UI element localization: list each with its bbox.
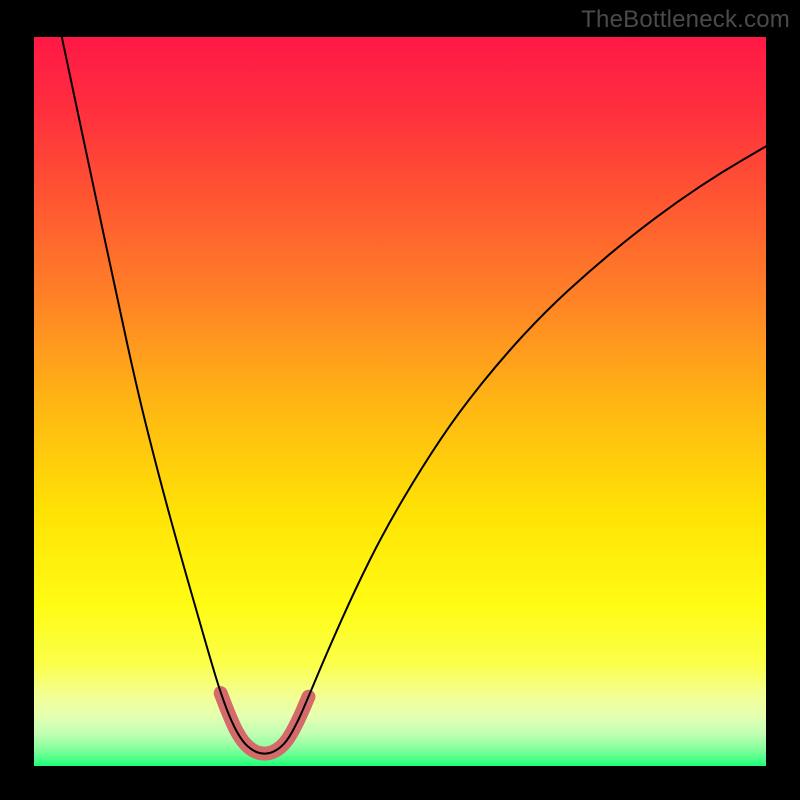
chart-svg	[34, 37, 766, 766]
watermark-text: TheBottleneck.com	[581, 6, 790, 34]
canvas-frame: TheBottleneck.com	[0, 0, 800, 800]
plot-background	[34, 37, 766, 766]
plot-area	[34, 37, 766, 766]
